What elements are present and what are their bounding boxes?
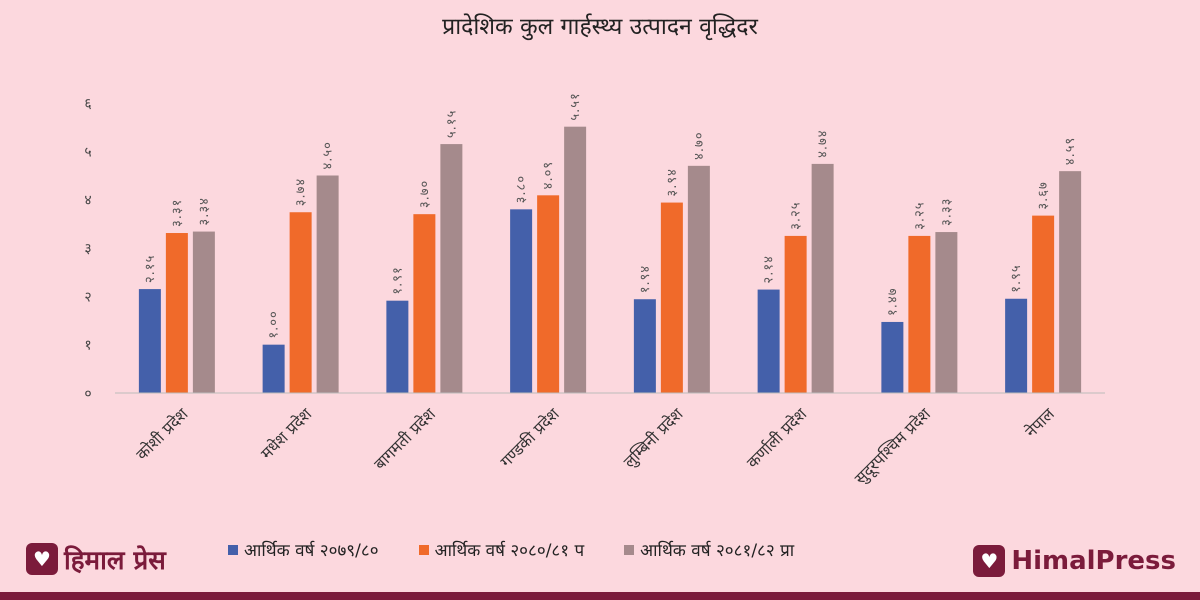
data-label: ३.२५ [789,201,804,229]
data-label: ३.७४ [294,178,309,206]
data-label: ५.५१ [568,92,583,120]
legend: आर्थिक वर्ष २०७९/८० आर्थिक वर्ष २०८०/८१ … [228,538,794,561]
data-label: ३.३३ [939,198,954,226]
bar [935,232,958,393]
bar [386,300,409,393]
legend-item-series-3: आर्थिक वर्ष २०८१/८२ प्रा [624,538,794,561]
data-label: २.१४ [762,255,777,283]
brand-name-english: HimalPress [1011,546,1176,576]
category-label: लुम्बिनी प्रदेश [620,404,689,473]
data-label: ४.०९ [541,161,556,189]
category-label: सुदूरपश्चिम प्रदेश [851,404,936,489]
bar [138,289,161,393]
bar [413,214,436,393]
category-label: मधेश प्रदेश [257,404,316,463]
data-label: ३.६७ [1036,181,1051,209]
data-label: १.०० [267,310,282,338]
legend-label: आर्थिक वर्ष २०८०/८१ प [434,541,585,561]
data-label: ४.५९ [1063,137,1078,165]
data-label: २.१५ [143,255,158,283]
legend-item-series-1: आर्थिक वर्ष २०७९/८० [228,538,379,561]
bar [1059,171,1082,393]
category-label: गण्डकी प्रदेश [496,404,563,471]
bar [537,195,560,393]
bottom-bar [0,592,1200,600]
y-tick-label: ५ [84,144,91,160]
legend-swatch [624,544,635,555]
heart-logo-icon: ♥ [973,545,1006,577]
data-label: ५.१५ [444,110,459,138]
bar [316,175,339,393]
bar [289,212,312,393]
data-label: १.४७ [885,288,900,316]
data-label: ४.५० [321,141,336,169]
bar [564,126,587,393]
y-tick-label: ४ [84,193,91,209]
data-label: ३.३१ [170,199,185,227]
heart-logo-icon: ♥ [26,543,58,575]
bar [510,209,533,393]
legend-swatch [228,544,238,555]
category-labels: कोशी प्रदेश मधेश प्रदेश बागमती प्रदेश गण्डक… [132,404,1058,489]
y-axis: ० १ २ ३ ४ ५ ६ [84,96,91,402]
data-label: १.९१ [390,266,405,294]
bar [687,165,710,393]
bar [757,289,780,393]
category-label: बागमती प्रदेश [370,404,440,474]
bar [633,299,656,393]
brand-logo-right: ♥ HimalPress [973,545,1176,577]
category-label: कर्णाली प्रदेश [743,404,811,472]
y-tick-label: १ [84,338,91,354]
brand-logo-left: ♥ हिमाल प्रेस [26,541,166,577]
bar [262,344,285,393]
bar [811,163,834,393]
chart-title: प्रादेशिक कुल गार्हस्थ्य उत्पादन वृद्धिद… [442,13,758,41]
data-label: ३.९४ [665,168,680,196]
legend-label: आर्थिक वर्ष २०७९/८० [244,541,379,561]
data-label: ३.८० [514,175,529,203]
data-labels: २.१५ ३.३१ ३.३४ १.०० ३.७४ ४.५० १.९१ ३.७० ५.१५ ३.८०… [143,92,1078,338]
brand-name-nepali: हिमाल प्रेस [64,546,166,576]
y-tick-label: २ [84,289,91,305]
legend-item-series-2: आर्थिक वर्ष २०८०/८१ प [418,538,585,561]
bar [784,235,807,393]
data-label: ३.३४ [197,197,212,225]
bar [660,202,683,393]
bar [908,235,931,393]
bar [165,233,188,393]
data-label: ३.२५ [912,201,927,229]
category-label: कोशी प्रदेश [132,404,192,464]
bar [881,321,904,393]
bar [192,231,215,393]
bar [440,144,463,393]
bars [138,126,1082,393]
bar [1032,215,1055,393]
data-label: १.९४ [638,265,653,293]
legend-label: आर्थिक वर्ष २०८१/८२ प्रा [640,541,795,561]
legend-swatch [418,544,429,555]
data-label: १.९५ [1009,264,1024,292]
data-label: ४.७४ [816,129,831,157]
data-label: ४.७० [692,131,707,159]
y-tick-label: ३ [84,241,91,257]
bar [1005,298,1028,393]
y-tick-label: ६ [84,96,91,112]
category-label: नेपाल [1021,404,1059,442]
y-tick-label: ० [84,386,91,402]
data-label: ३.७० [417,180,432,208]
